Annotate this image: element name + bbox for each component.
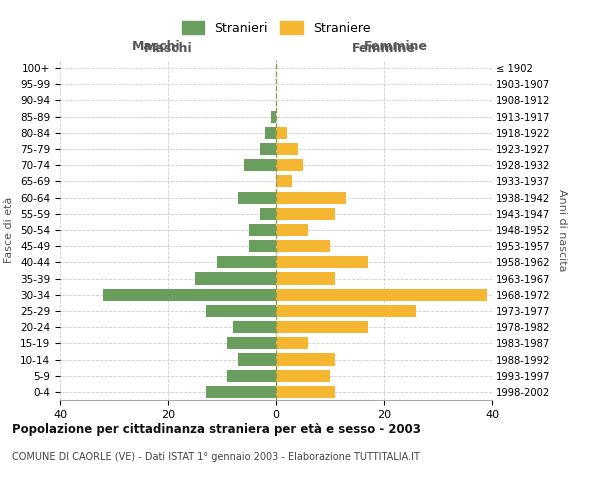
Bar (276, 338, 308, 349)
Bar (276, 288, 487, 301)
Bar (249, 224, 276, 236)
Bar (217, 256, 276, 268)
Bar (276, 256, 368, 268)
Bar (276, 159, 303, 172)
Bar (227, 370, 276, 382)
Bar (206, 386, 276, 398)
Bar (276, 143, 298, 155)
Bar (238, 192, 276, 203)
Bar (206, 305, 276, 317)
Bar (103, 288, 276, 301)
Text: Femmine: Femmine (352, 42, 416, 55)
Bar (233, 321, 276, 333)
Bar (276, 224, 308, 236)
Bar (276, 192, 346, 203)
Y-axis label: Fasce di età: Fasce di età (4, 197, 14, 263)
Bar (276, 354, 335, 366)
Bar (238, 354, 276, 366)
Bar (244, 159, 276, 172)
Bar (276, 176, 292, 188)
Text: COMUNE DI CAORLE (VE) - Dati ISTAT 1° gennaio 2003 - Elaborazione TUTTITALIA.IT: COMUNE DI CAORLE (VE) - Dati ISTAT 1° ge… (12, 452, 420, 462)
Bar (271, 110, 276, 122)
Bar (260, 208, 276, 220)
Bar (249, 240, 276, 252)
Bar (276, 240, 330, 252)
Bar (265, 127, 276, 139)
Bar (260, 143, 276, 155)
Bar (276, 386, 335, 398)
Text: Maschi: Maschi (131, 40, 181, 52)
Text: Maschi: Maschi (143, 42, 193, 55)
Bar (195, 272, 276, 284)
Bar (276, 208, 335, 220)
Y-axis label: Anni di nascita: Anni di nascita (557, 188, 568, 271)
Bar (276, 127, 287, 139)
Text: Femmine: Femmine (364, 40, 428, 52)
Bar (276, 305, 416, 317)
Bar (227, 338, 276, 349)
Text: Popolazione per cittadinanza straniera per età e sesso - 2003: Popolazione per cittadinanza straniera p… (12, 422, 421, 436)
Legend: Stranieri, Straniere: Stranieri, Straniere (177, 16, 375, 40)
Bar (276, 272, 335, 284)
Bar (276, 321, 368, 333)
Bar (276, 370, 330, 382)
